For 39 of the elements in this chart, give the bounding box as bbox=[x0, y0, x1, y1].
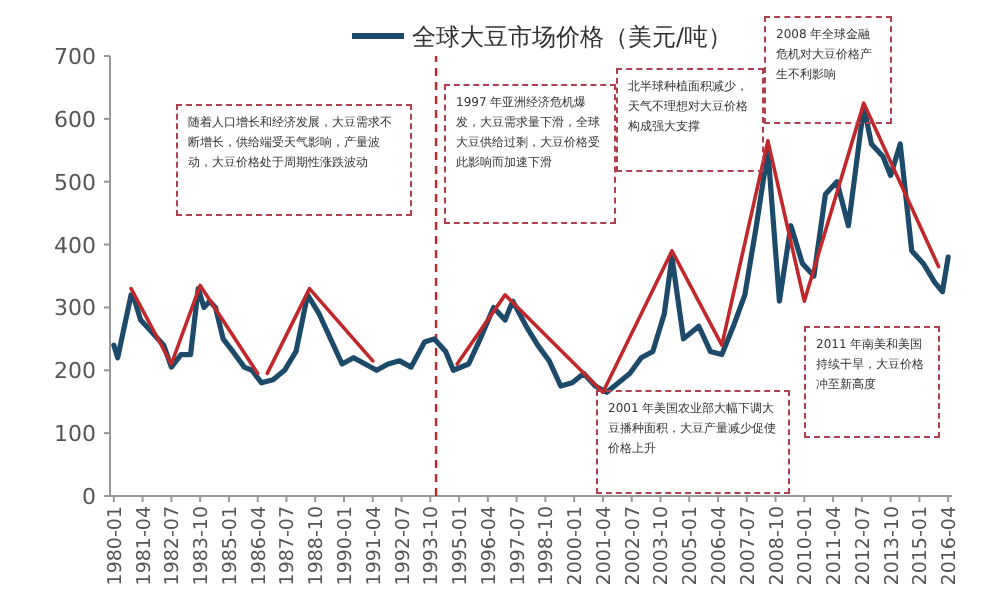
x-tick-label: 2005-01 bbox=[680, 506, 703, 586]
x-tick-label: 2002-07 bbox=[622, 506, 645, 586]
x-tick-label: 1983-10 bbox=[191, 506, 214, 586]
y-tick-label: 300 bbox=[54, 295, 96, 322]
y-tick-label: 100 bbox=[54, 421, 96, 448]
x-tick-label: 1996-04 bbox=[478, 506, 501, 586]
x-tick-label: 1982-07 bbox=[162, 506, 185, 586]
x-tick-label: 2003-10 bbox=[651, 506, 674, 586]
legend-label: 全球大豆市场价格（美元/吨） bbox=[412, 23, 733, 51]
y-tick-label: 200 bbox=[54, 358, 96, 385]
x-tick-label: 2013-10 bbox=[881, 506, 904, 586]
x-tick-label: 1993-10 bbox=[421, 506, 444, 586]
x-tick-label: 2000-01 bbox=[565, 506, 588, 586]
x-tick-label: 2006-04 bbox=[709, 506, 731, 586]
x-tick-label: 1990-01 bbox=[335, 506, 357, 586]
y-tick-label: 400 bbox=[54, 232, 96, 259]
x-tick-label: 2001-04 bbox=[593, 506, 616, 586]
x-tick-label: 1998-10 bbox=[536, 506, 559, 586]
x-tick-label: 2008-10 bbox=[766, 506, 789, 586]
x-tick-label: 1986-04 bbox=[248, 506, 271, 586]
x-tick-label: 2010-01 bbox=[795, 506, 818, 586]
y-tick-label: 0 bbox=[82, 484, 96, 510]
y-tick-label: 600 bbox=[54, 106, 96, 133]
x-tick-label: 1985-01 bbox=[219, 506, 242, 586]
x-tick-label: 2011-04 bbox=[824, 506, 847, 586]
x-tick-label: 1988-10 bbox=[306, 506, 329, 586]
x-tick-label: 2015-01 bbox=[910, 506, 933, 586]
x-tick-label: 1991-04 bbox=[363, 506, 386, 586]
x-tick-label: 1997-07 bbox=[507, 506, 530, 586]
y-tick-label: 500 bbox=[54, 169, 96, 196]
x-tick-label: 1980-01 bbox=[104, 506, 127, 586]
x-tick-label: 2007-07 bbox=[737, 506, 760, 586]
x-tick-label: 2012-07 bbox=[852, 506, 875, 586]
y-tick-label: 700 bbox=[54, 44, 96, 70]
x-tick-label: 2016-04 bbox=[939, 506, 962, 586]
x-tick-label: 1992-07 bbox=[392, 506, 415, 586]
x-tick-label: 1987-07 bbox=[277, 506, 300, 586]
x-tick-label: 1981-04 bbox=[133, 506, 156, 586]
x-tick-label: 1995-01 bbox=[450, 506, 473, 586]
